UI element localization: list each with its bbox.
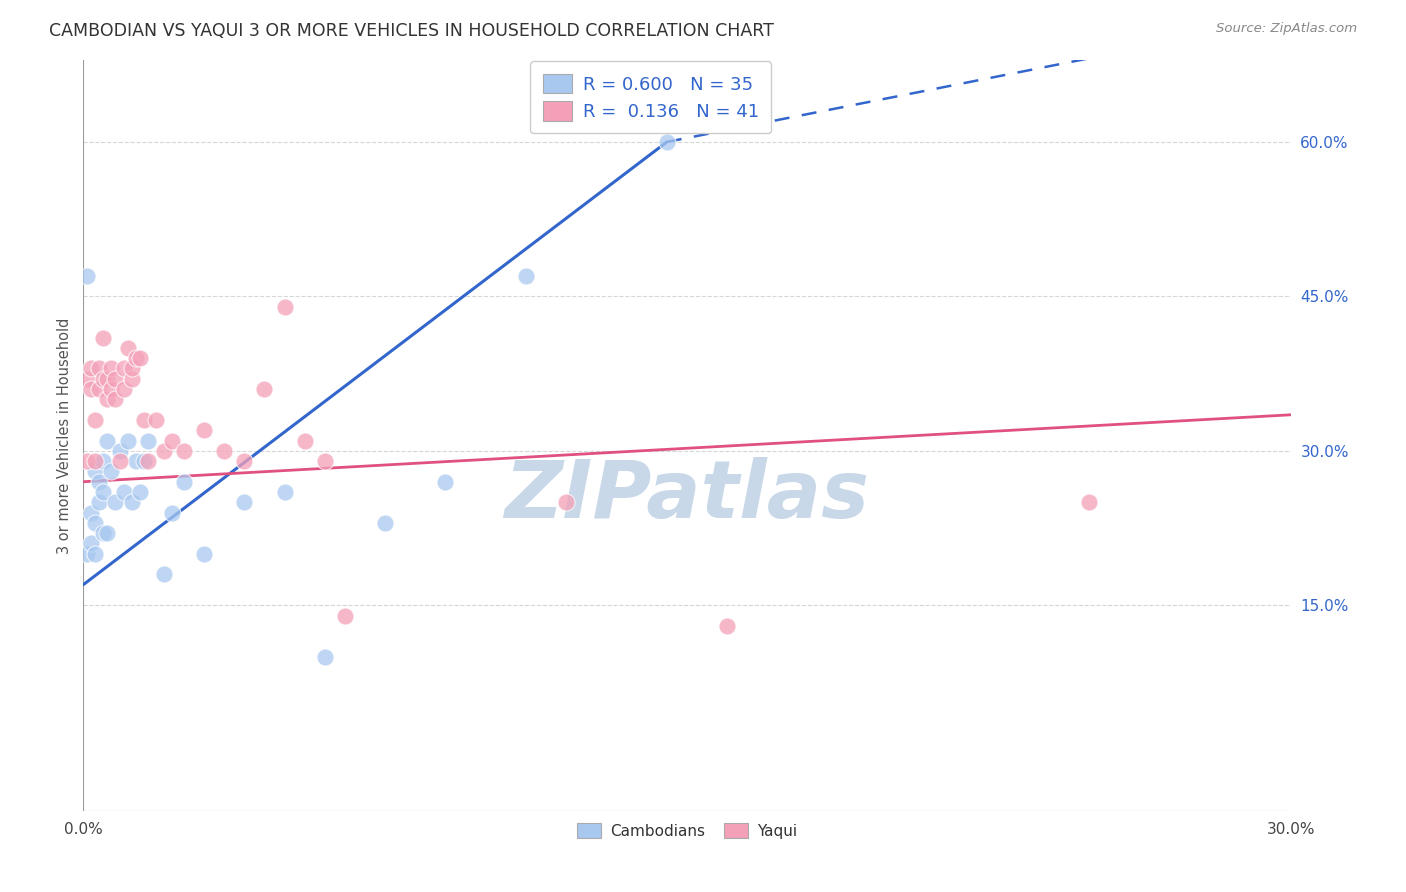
Point (136, 434, 159, 448)
Point (121, 361, 143, 376)
Point (89, 361, 111, 376)
Text: Source: ZipAtlas.com: Source: ZipAtlas.com (1216, 22, 1357, 36)
Point (89, 382, 111, 396)
Point (193, 423, 215, 437)
Point (273, 485, 295, 500)
Point (100, 465, 122, 479)
Point (104, 495, 127, 509)
Point (96, 392, 118, 407)
Point (80, 536, 103, 550)
Text: CAMBODIAN VS YAQUI 3 OR MORE VEHICLES IN HOUSEHOLD CORRELATION CHART: CAMBODIAN VS YAQUI 3 OR MORE VEHICLES IN… (49, 22, 775, 40)
Point (112, 361, 135, 376)
Point (145, 413, 167, 427)
Point (76, 372, 98, 386)
Point (374, 516, 396, 530)
Point (93, 372, 115, 386)
Point (136, 454, 159, 468)
Point (173, 443, 195, 458)
Point (124, 454, 146, 468)
Point (108, 454, 131, 468)
Point (294, 434, 316, 448)
Point (100, 382, 122, 396)
Point (84, 547, 107, 561)
Point (76, 547, 98, 561)
Point (515, 268, 537, 283)
Point (152, 443, 174, 458)
Point (128, 351, 150, 366)
Point (273, 300, 295, 314)
Point (655, 135, 678, 149)
Legend: Cambodians, Yaqui: Cambodians, Yaqui (571, 817, 803, 845)
Point (100, 361, 122, 376)
Point (96, 372, 118, 386)
Point (152, 567, 174, 582)
Point (93, 330, 115, 344)
Point (128, 485, 150, 500)
Point (233, 454, 256, 468)
Point (716, 619, 738, 633)
Point (193, 547, 215, 561)
Point (124, 351, 146, 366)
Point (89, 495, 111, 509)
Point (314, 454, 336, 468)
Point (132, 413, 155, 427)
Point (80, 361, 103, 376)
Point (112, 382, 135, 396)
Point (84, 516, 107, 530)
Point (434, 475, 457, 489)
Point (121, 495, 143, 509)
Point (253, 382, 276, 396)
Point (84, 465, 107, 479)
Point (333, 608, 356, 623)
Y-axis label: 3 or more Vehicles in Household: 3 or more Vehicles in Household (58, 318, 72, 554)
Point (233, 495, 256, 509)
Point (84, 454, 107, 468)
Point (80, 506, 103, 520)
Text: ZIPatlas: ZIPatlas (505, 457, 869, 534)
Point (108, 443, 131, 458)
Point (117, 434, 139, 448)
Point (555, 495, 578, 509)
Point (96, 434, 118, 448)
Point (160, 434, 183, 448)
Point (132, 454, 155, 468)
Point (89, 475, 111, 489)
Point (76, 454, 98, 468)
Point (1078, 495, 1101, 509)
Point (80, 382, 103, 396)
Point (173, 475, 195, 489)
Point (212, 443, 235, 458)
Point (93, 526, 115, 541)
Point (160, 506, 183, 520)
Point (93, 485, 115, 500)
Point (112, 485, 135, 500)
Point (121, 372, 143, 386)
Point (117, 341, 139, 355)
Point (104, 392, 127, 407)
Point (76, 268, 98, 283)
Point (314, 649, 336, 664)
Point (93, 454, 115, 468)
Point (96, 526, 118, 541)
Point (104, 372, 127, 386)
Point (84, 413, 107, 427)
